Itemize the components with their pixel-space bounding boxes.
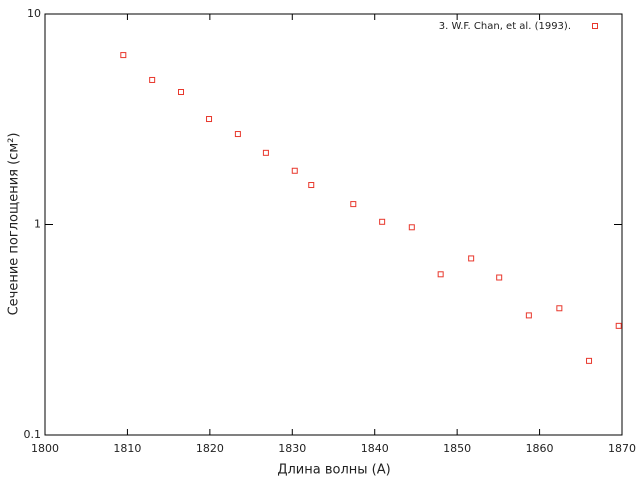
legend-label: 3. W.F. Chan, et al. (1993). <box>439 21 571 32</box>
point <box>437 271 444 278</box>
x-tick-label: 1840 <box>361 442 389 455</box>
plot-frame <box>44 13 623 436</box>
point <box>234 131 241 138</box>
y-axis-label: Сечение поглощения (см²) <box>7 133 22 316</box>
point <box>586 357 593 364</box>
point <box>615 322 622 329</box>
point <box>262 149 269 156</box>
x-axis-label: Длина волны (A) <box>277 463 390 478</box>
y-tick-label: 0.1 <box>24 428 42 441</box>
point <box>149 76 156 83</box>
y-tick-label: 1 <box>34 218 41 231</box>
point <box>556 305 563 312</box>
x-tick-label: 1860 <box>526 442 554 455</box>
x-tick-label: 1800 <box>31 442 59 455</box>
point <box>468 255 475 262</box>
point <box>525 312 532 319</box>
point <box>408 224 415 231</box>
point <box>308 182 315 189</box>
point <box>206 116 213 123</box>
point <box>120 52 127 59</box>
x-tick-label: 1870 <box>608 442 636 455</box>
point <box>379 218 386 225</box>
point <box>496 274 503 281</box>
y-tick-label: 10 <box>27 7 41 20</box>
point <box>291 167 298 174</box>
legend-marker <box>592 23 598 29</box>
x-tick-label: 1820 <box>196 442 224 455</box>
x-tick-label: 1830 <box>278 442 306 455</box>
point <box>350 201 357 208</box>
x-tick-label: 1850 <box>443 442 471 455</box>
point <box>178 89 185 96</box>
x-tick-label: 1810 <box>113 442 141 455</box>
